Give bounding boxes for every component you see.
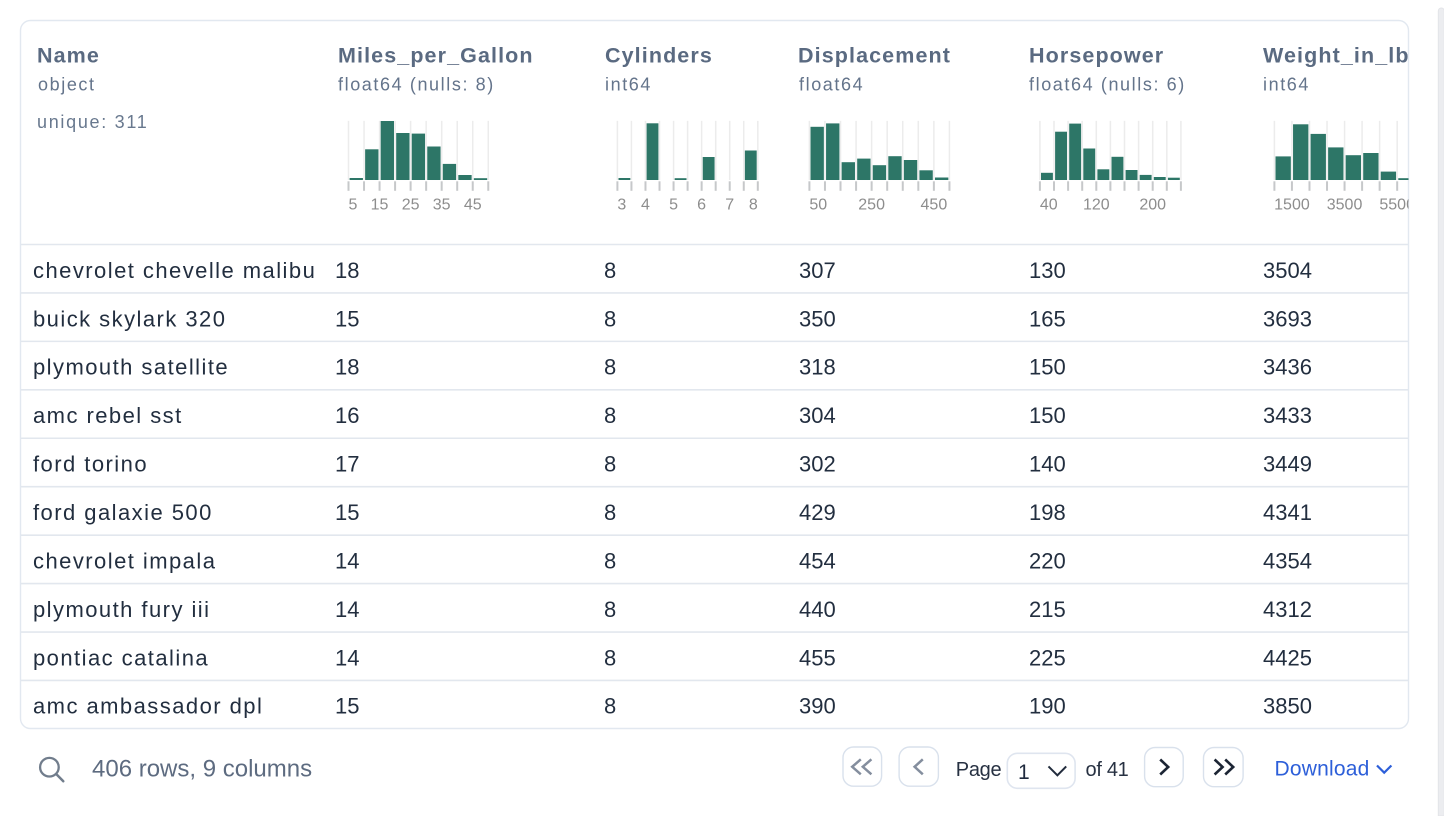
svg-text:ford galaxie 500: ford galaxie 500 xyxy=(33,500,213,525)
svg-text:buick skylark 320: buick skylark 320 xyxy=(33,306,226,331)
svg-text:Horsepower: Horsepower xyxy=(1029,44,1164,68)
svg-text:8: 8 xyxy=(604,597,616,622)
svg-text:14: 14 xyxy=(335,548,359,573)
svg-text:8: 8 xyxy=(604,694,616,719)
svg-text:440: 440 xyxy=(799,597,836,622)
svg-text:140: 140 xyxy=(1029,452,1066,477)
svg-text:3: 3 xyxy=(617,196,626,213)
svg-text:120: 120 xyxy=(1083,196,1110,213)
svg-text:35: 35 xyxy=(433,196,451,213)
svg-text:150: 150 xyxy=(1029,355,1066,380)
svg-text:plymouth fury iii: plymouth fury iii xyxy=(33,597,210,622)
svg-text:18: 18 xyxy=(335,355,359,380)
svg-text:float64 (nulls: 6): float64 (nulls: 6) xyxy=(1029,75,1186,95)
svg-text:8: 8 xyxy=(604,645,616,670)
svg-text:3504: 3504 xyxy=(1263,258,1312,283)
svg-text:225: 225 xyxy=(1029,645,1066,670)
svg-text:8: 8 xyxy=(604,258,616,283)
svg-text:406 rows, 9 columns: 406 rows, 9 columns xyxy=(92,755,312,782)
svg-text:302: 302 xyxy=(799,452,836,477)
svg-text:307: 307 xyxy=(799,258,836,283)
svg-text:15: 15 xyxy=(335,306,359,331)
svg-text:17: 17 xyxy=(335,452,359,477)
svg-text:ford torino: ford torino xyxy=(33,452,148,477)
svg-text:40: 40 xyxy=(1040,196,1058,213)
svg-text:Weight_in_lbs: Weight_in_lbs xyxy=(1263,44,1423,68)
svg-text:15: 15 xyxy=(335,500,359,525)
svg-text:350: 350 xyxy=(799,306,836,331)
svg-text:Miles_per_Gallon: Miles_per_Gallon xyxy=(338,44,534,68)
svg-text:16: 16 xyxy=(335,403,359,428)
svg-text:1500: 1500 xyxy=(1274,196,1310,213)
svg-text:Displacement: Displacement xyxy=(798,44,951,68)
svg-text:215: 215 xyxy=(1029,597,1066,622)
svg-text:float64: float64 xyxy=(799,75,864,95)
svg-text:int64: int64 xyxy=(1263,75,1310,95)
svg-text:220: 220 xyxy=(1029,548,1066,573)
svg-text:15: 15 xyxy=(335,694,359,719)
svg-text:200: 200 xyxy=(1139,196,1166,213)
svg-text:7: 7 xyxy=(725,196,734,213)
svg-text:Name: Name xyxy=(37,44,100,68)
svg-text:Page: Page xyxy=(956,759,1002,781)
svg-text:3436: 3436 xyxy=(1263,355,1312,380)
svg-text:5: 5 xyxy=(669,196,678,213)
svg-text:chevrolet chevelle malibu: chevrolet chevelle malibu xyxy=(33,258,316,283)
svg-text:Download: Download xyxy=(1275,758,1370,781)
svg-text:5: 5 xyxy=(349,196,358,213)
svg-text:3693: 3693 xyxy=(1263,306,1312,331)
svg-text:8: 8 xyxy=(604,452,616,477)
svg-text:8: 8 xyxy=(604,403,616,428)
svg-text:8: 8 xyxy=(604,548,616,573)
svg-text:Cylinders: Cylinders xyxy=(605,44,713,68)
svg-text:object: object xyxy=(38,75,96,95)
svg-text:4354: 4354 xyxy=(1263,548,1312,573)
svg-text:3433: 3433 xyxy=(1263,403,1312,428)
svg-text:plymouth satellite: plymouth satellite xyxy=(33,355,229,380)
svg-text:amc rebel sst: amc rebel sst xyxy=(33,403,183,428)
svg-text:4: 4 xyxy=(641,196,650,213)
svg-text:pontiac catalina: pontiac catalina xyxy=(33,645,209,670)
svg-text:50: 50 xyxy=(809,196,827,213)
svg-text:165: 165 xyxy=(1029,306,1066,331)
svg-text:6: 6 xyxy=(697,196,706,213)
svg-text:float64 (nulls: 8): float64 (nulls: 8) xyxy=(338,75,495,95)
svg-text:5500: 5500 xyxy=(1379,196,1415,213)
svg-text:3850: 3850 xyxy=(1263,694,1312,719)
svg-text:1: 1 xyxy=(1018,761,1030,784)
svg-text:8: 8 xyxy=(749,196,758,213)
svg-text:4425: 4425 xyxy=(1263,645,1312,670)
svg-text:190: 190 xyxy=(1029,694,1066,719)
svg-text:amc ambassador dpl: amc ambassador dpl xyxy=(33,694,263,719)
svg-text:int64: int64 xyxy=(605,75,652,95)
svg-text:18: 18 xyxy=(335,258,359,283)
svg-text:455: 455 xyxy=(799,645,836,670)
svg-text:15: 15 xyxy=(371,196,389,213)
svg-text:250: 250 xyxy=(858,196,885,213)
svg-text:198: 198 xyxy=(1029,500,1066,525)
svg-text:4341: 4341 xyxy=(1263,500,1312,525)
svg-text:unique: 311: unique: 311 xyxy=(37,112,148,132)
svg-text:429: 429 xyxy=(799,500,836,525)
svg-text:130: 130 xyxy=(1029,258,1066,283)
svg-text:8: 8 xyxy=(604,500,616,525)
svg-text:318: 318 xyxy=(799,355,836,380)
svg-text:45: 45 xyxy=(464,196,482,213)
svg-text:454: 454 xyxy=(799,548,836,573)
svg-text:8: 8 xyxy=(604,355,616,380)
svg-text:4312: 4312 xyxy=(1263,597,1312,622)
svg-text:3500: 3500 xyxy=(1327,196,1363,213)
svg-text:14: 14 xyxy=(335,597,359,622)
svg-text:390: 390 xyxy=(799,694,836,719)
svg-text:chevrolet impala: chevrolet impala xyxy=(33,548,216,573)
svg-text:3449: 3449 xyxy=(1263,452,1312,477)
svg-text:450: 450 xyxy=(921,196,948,213)
svg-text:150: 150 xyxy=(1029,403,1066,428)
svg-text:of 41: of 41 xyxy=(1086,759,1129,781)
svg-text:8: 8 xyxy=(604,306,616,331)
svg-text:25: 25 xyxy=(402,196,420,213)
svg-text:14: 14 xyxy=(335,645,359,670)
svg-text:304: 304 xyxy=(799,403,836,428)
